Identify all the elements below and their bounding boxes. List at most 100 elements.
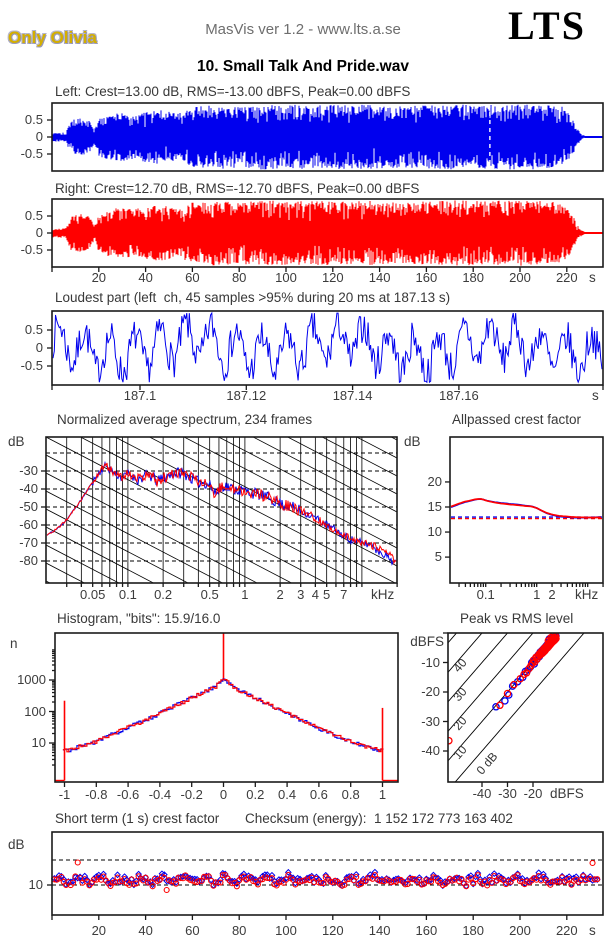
time-tick: 40: [138, 270, 153, 285]
short-term-title: Short term (1 s) crest factor: [55, 811, 220, 826]
histogram-ytick: 1000: [17, 672, 46, 687]
left-waveform-title: Left: Crest=13.00 dB, RMS=-13.00 dBFS, P…: [55, 84, 411, 99]
spectrum-xtick: 0.5: [200, 587, 219, 602]
short-term-point-left: [114, 871, 121, 879]
histogram-xtick: 0.8: [341, 787, 360, 802]
time-tick: 80: [231, 270, 247, 285]
spectrum-ytick: -70: [19, 535, 38, 550]
histogram-xtick: -1: [58, 787, 71, 802]
lts-logo: LTS: [508, 3, 586, 48]
spectrum-xtick: 0.05: [80, 587, 106, 602]
time-tick: 60: [185, 270, 200, 285]
short-term-xtick: 120: [321, 923, 344, 938]
histogram-xtick: 0.6: [309, 787, 328, 802]
short-term-point-right: [233, 883, 240, 890]
short-term-point-right: [172, 880, 180, 887]
crest-line-label: 40: [450, 656, 470, 676]
crest-line-label: 0 dB: [474, 749, 501, 777]
short-term-xtick: 180: [462, 923, 485, 938]
short-term-point-left: [469, 880, 477, 888]
short-term-point-left: [490, 870, 498, 878]
loudest-part-title: Loudest part (left ch, 45 samples >95% d…: [55, 290, 451, 305]
short-term-point-right: [196, 877, 203, 884]
spectrum-axis-unit: kHz: [371, 587, 395, 602]
short-term-point-left: [507, 879, 515, 887]
peak-rms-ytick: -40: [421, 743, 440, 758]
right-waveform-ytick: -0.5: [20, 242, 43, 257]
short-term-point-right: [589, 859, 596, 867]
short-term-point-left: [439, 882, 447, 890]
short-term-crest-plot: [50, 859, 603, 894]
short-term-point-right: [416, 876, 423, 884]
short-term-point-right: [320, 880, 327, 887]
loudest-ytick: -0.5: [20, 358, 43, 373]
peak-rms-ytick: -10: [421, 654, 440, 670]
loudest-xtick: 187.12: [226, 388, 267, 403]
short-term-point-right: [254, 881, 261, 888]
allpassed-left-trace: [450, 498, 602, 519]
short-term-point-left: [67, 878, 75, 886]
short-term-point-left: [371, 868, 379, 876]
short-term-point-left: [352, 871, 360, 878]
peak-rms-point-right: [503, 689, 512, 698]
crest-line-label: 10: [450, 743, 470, 763]
short-term-point-left: [539, 870, 547, 878]
time-tick: 120: [321, 270, 344, 285]
time-tick: 220: [555, 270, 578, 285]
histogram-xtick: 1: [378, 787, 387, 802]
short-term-point-left: [320, 880, 327, 888]
short-term-point-right: [409, 875, 416, 883]
short-term-point-right: [128, 876, 135, 883]
short-term-point-right: [463, 883, 470, 890]
short-term-point-left: [100, 870, 107, 878]
left-waveform-ytick: -0.5: [20, 146, 43, 161]
short-term-point-right: [425, 878, 432, 885]
short-term-point-left: [83, 876, 91, 884]
time-tick: 100: [275, 270, 297, 285]
histogram-xtick: -0.4: [148, 787, 172, 802]
peak-rms-point-left: [505, 691, 513, 699]
peak-rms-ytick: -30: [421, 713, 440, 729]
short-term-point-right: [484, 882, 491, 889]
time-tick: 180: [462, 270, 485, 285]
short-term-point-left: [427, 876, 435, 884]
app-version: MasVis ver 1.2 - www.lts.a.se: [205, 21, 401, 38]
right-waveform-trace: [52, 200, 603, 266]
spectrum-xtick: 4: [311, 587, 319, 602]
loudest-xtick: 187.14: [332, 388, 373, 403]
short-term-point-left: [116, 878, 124, 886]
peak-rms-point-left: [508, 682, 517, 690]
short-term-point-left: [130, 881, 138, 889]
time-tick: 200: [509, 270, 531, 285]
short-term-point-left: [341, 878, 348, 885]
peak-rms-xtick: -30: [498, 786, 517, 801]
short-term-point-right: [341, 881, 348, 888]
short-term-point-left: [565, 873, 573, 881]
short-term-xtick: 220: [555, 923, 578, 938]
time-tick: 160: [415, 270, 438, 285]
right-waveform-ytick: 0.5: [24, 208, 43, 223]
short-term-point-left: [217, 876, 224, 884]
short-term-point-right: [116, 878, 123, 885]
loudest-ytick: 0: [35, 340, 43, 355]
short-term-point-left: [273, 880, 281, 888]
short-term-xtick: 100: [275, 923, 297, 938]
short-term-point-left: [532, 874, 540, 882]
short-term-point-left: [441, 878, 449, 885]
spectrum-xtick: 0.1: [118, 587, 137, 602]
short-term-point-right: [591, 876, 598, 883]
short-term-point-right: [594, 876, 601, 883]
short-term-point-right: [402, 881, 409, 888]
allpassed-axis-unit: kHz: [575, 587, 599, 602]
short-term-point-left: [268, 871, 276, 879]
histogram-ytick: 100: [24, 703, 46, 719]
spectrum-xtick: 5: [323, 587, 331, 602]
short-term-y-unit: dB: [8, 837, 25, 852]
histogram-y-unit: n: [10, 636, 18, 651]
short-term-point-left: [284, 868, 292, 876]
short-term-point-left: [163, 877, 171, 885]
spectrum-ytick: -40: [19, 481, 38, 496]
short-term-point-right: [514, 872, 521, 879]
short-term-point-left: [369, 872, 376, 880]
histogram-xtick: -0.8: [85, 787, 108, 802]
